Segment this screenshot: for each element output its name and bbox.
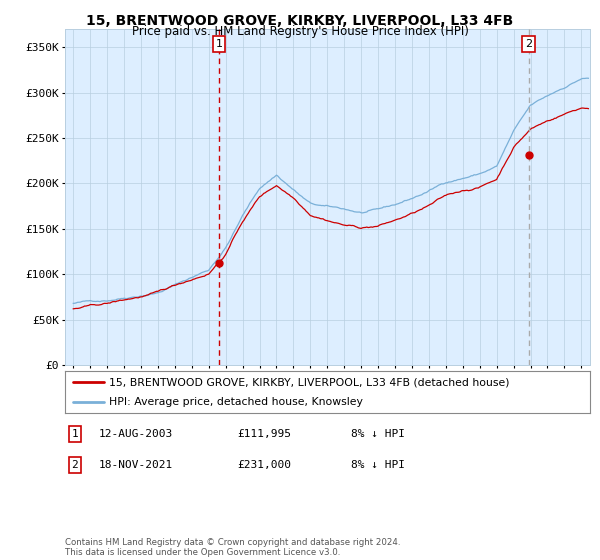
Text: 1: 1 (216, 39, 223, 49)
Text: Contains HM Land Registry data © Crown copyright and database right 2024.
This d: Contains HM Land Registry data © Crown c… (65, 538, 400, 557)
Text: 15, BRENTWOOD GROVE, KIRKBY, LIVERPOOL, L33 4FB: 15, BRENTWOOD GROVE, KIRKBY, LIVERPOOL, … (86, 14, 514, 28)
Text: 2: 2 (71, 460, 79, 470)
Text: £231,000: £231,000 (237, 460, 291, 470)
Text: 8% ↓ HPI: 8% ↓ HPI (351, 429, 405, 439)
Text: 2: 2 (525, 39, 532, 49)
Text: 8% ↓ HPI: 8% ↓ HPI (351, 460, 405, 470)
Text: HPI: Average price, detached house, Knowsley: HPI: Average price, detached house, Know… (109, 397, 364, 407)
Text: £111,995: £111,995 (237, 429, 291, 439)
Text: 1: 1 (71, 429, 79, 439)
Text: Price paid vs. HM Land Registry's House Price Index (HPI): Price paid vs. HM Land Registry's House … (131, 25, 469, 38)
Text: 18-NOV-2021: 18-NOV-2021 (99, 460, 173, 470)
Text: 15, BRENTWOOD GROVE, KIRKBY, LIVERPOOL, L33 4FB (detached house): 15, BRENTWOOD GROVE, KIRKBY, LIVERPOOL, … (109, 377, 510, 387)
Text: 12-AUG-2003: 12-AUG-2003 (99, 429, 173, 439)
